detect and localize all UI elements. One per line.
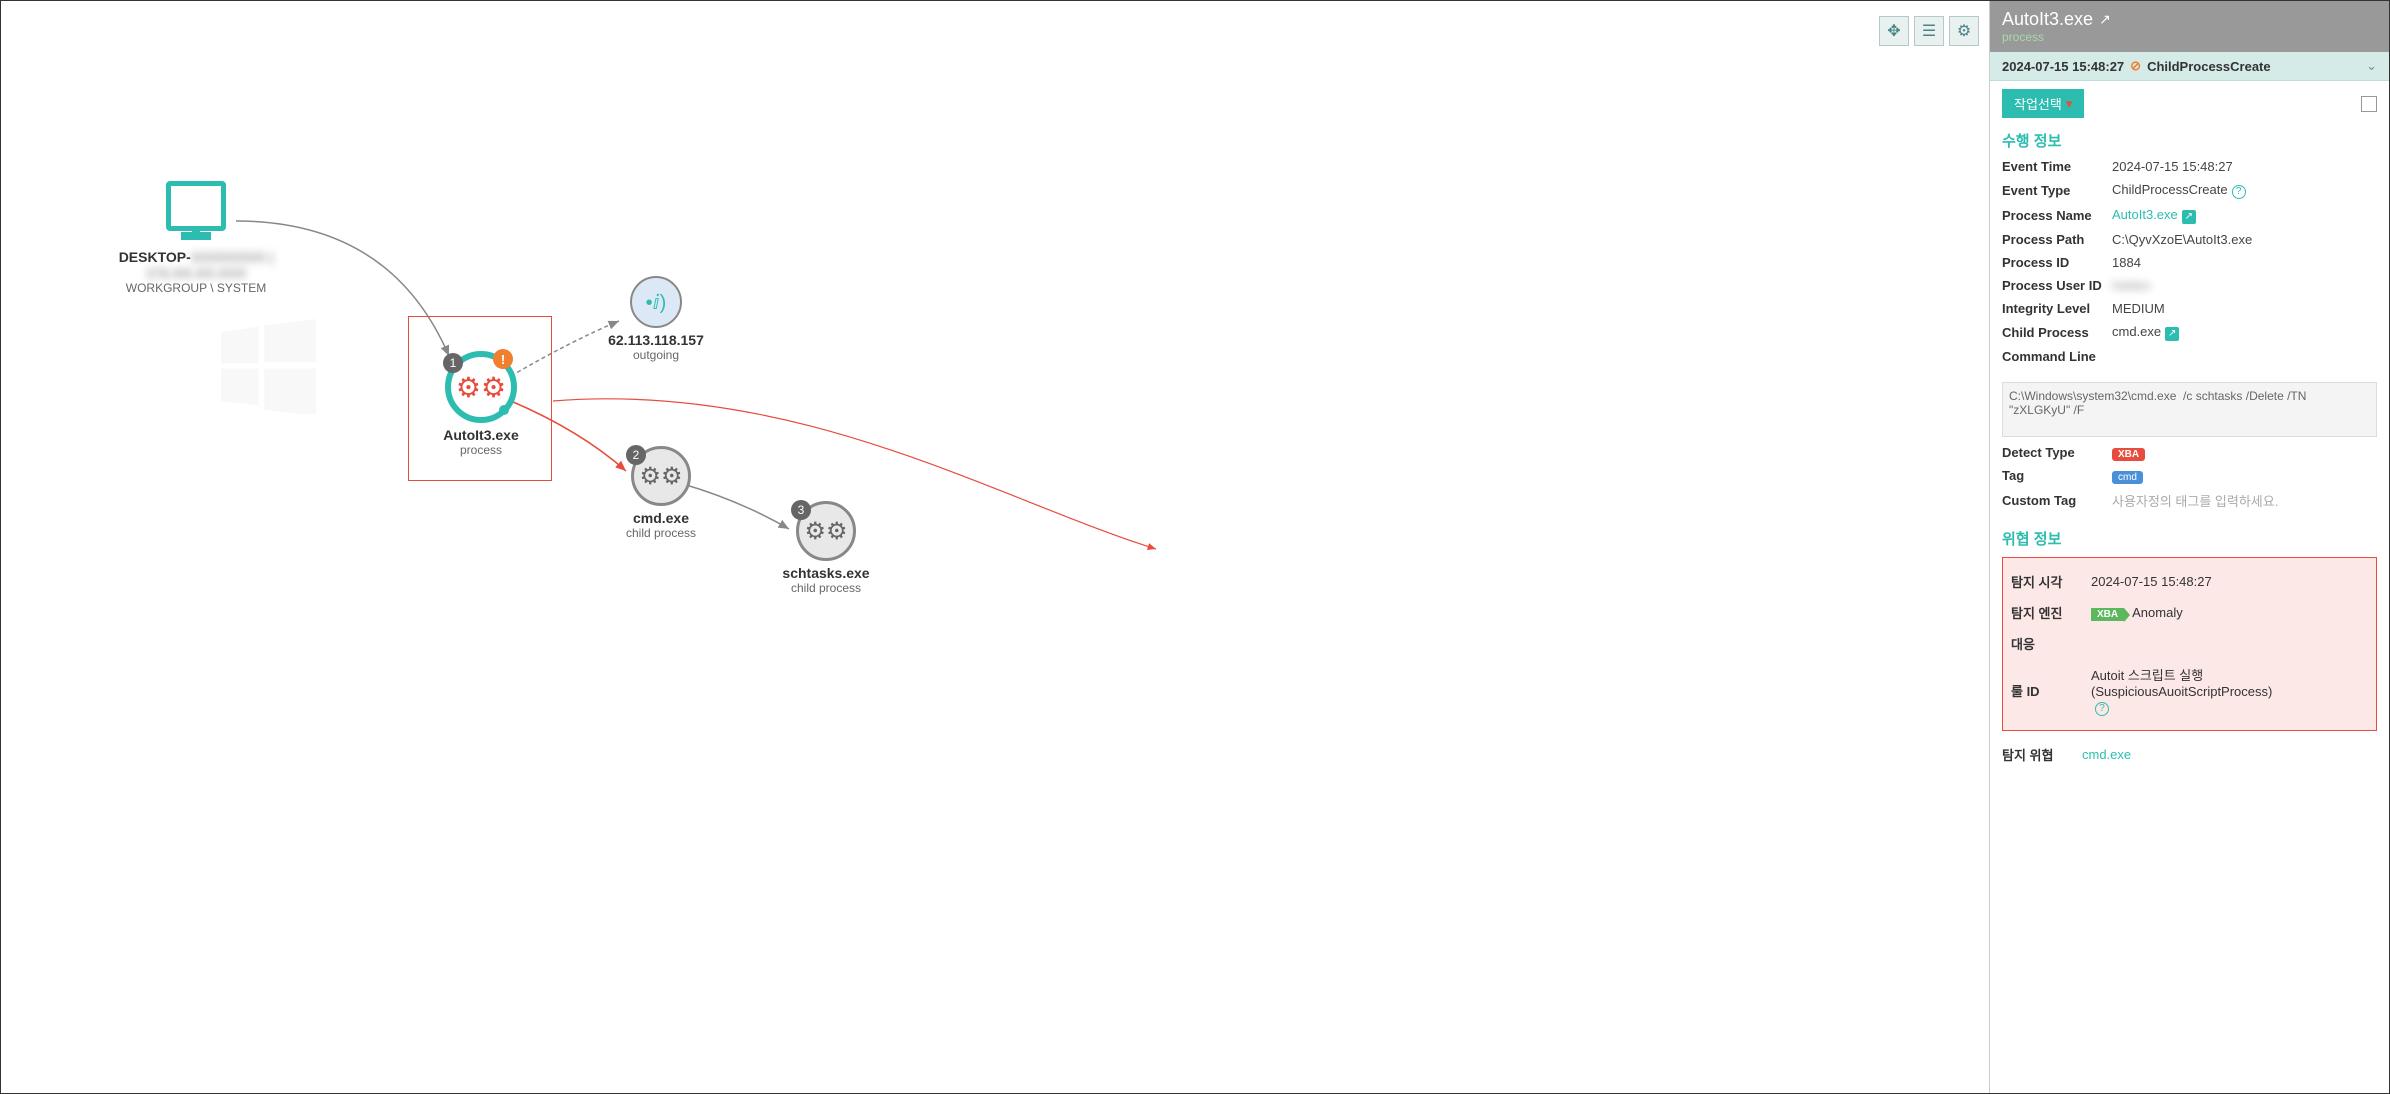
node-network[interactable]: •ⅈ) 62.113.118.157 outgoing: [596, 276, 716, 362]
sidebar-title: AutoIt3.exe: [2002, 9, 2093, 30]
event-timestamp: 2024-07-15 15:48:27: [2002, 59, 2124, 74]
desktop-subtitle: WORKGROUP \ SYSTEM: [71, 281, 321, 295]
external-link-icon[interactable]: ↗: [2099, 11, 2111, 28]
step-badge-3: 3: [791, 500, 811, 520]
details-sidebar: AutoIt3.exe ↗ process 2024-07-15 15:48:2…: [1989, 1, 2389, 1093]
step-badge-2: 2: [626, 445, 646, 465]
alert-icon: ⊘: [2130, 58, 2141, 74]
sidebar-subtitle: process: [2002, 30, 2377, 44]
graph-edges: [1, 1, 1989, 1093]
autoit-subtitle: process: [441, 443, 521, 457]
help-icon[interactable]: ?: [2095, 702, 2109, 716]
desktop-label-prefix: DESKTOP-: [119, 249, 191, 265]
graph-toolbar: ✥ ☰ ⚙: [1879, 16, 1979, 46]
node-autoit[interactable]: ⚙⚙ 1 ! AutoIt3.exe process: [441, 351, 521, 457]
calendar-icon[interactable]: [2361, 96, 2377, 112]
child-process-icon: ⚙⚙ 2: [631, 446, 691, 506]
help-icon[interactable]: ?: [2232, 185, 2246, 199]
step-badge-1: 1: [443, 353, 463, 373]
cmd-subtitle: child process: [616, 526, 706, 540]
process-name-link[interactable]: AutoIt3.exe: [2112, 207, 2178, 222]
desktop-icon: [166, 181, 226, 231]
exec-info-table-2: Detect TypeXBA Tagcmd Custom Tag사용자정의 태그…: [1990, 441, 2389, 524]
external-link-icon[interactable]: ↗: [2182, 210, 2196, 224]
xba-badge: XBA: [2112, 448, 2145, 461]
threat-info-box: 탐지 시각2024-07-15 15:48:27 탐지 엔진XBAAnomaly…: [2002, 557, 2377, 731]
status-dot-icon: [499, 405, 509, 415]
node-schtasks[interactable]: ⚙⚙ 3 schtasks.exe child process: [776, 501, 876, 595]
external-link-icon[interactable]: ↗: [2165, 327, 2179, 341]
autoit-label: AutoIt3.exe: [441, 427, 521, 443]
settings-tool-button[interactable]: ⚙: [1949, 16, 1979, 46]
node-cmd[interactable]: ⚙⚙ 2 cmd.exe child process: [616, 446, 706, 540]
exec-info-title: 수행 정보: [1990, 126, 2389, 155]
schtasks-label: schtasks.exe: [776, 565, 876, 581]
list-tool-button[interactable]: ☰: [1914, 16, 1944, 46]
process-graph[interactable]: ✥ ☰ ⚙: [1, 1, 1989, 1093]
action-select-button[interactable]: 작업선택 ▾: [2002, 89, 2084, 118]
warning-icon: !: [493, 349, 513, 369]
sidebar-header: AutoIt3.exe ↗ process: [1990, 1, 2389, 52]
node-desktop[interactable]: DESKTOP-XXXXXXXX | 172.XX.XX.XXX WORKGRO…: [71, 181, 321, 295]
child-process-icon: ⚙⚙ 3: [796, 501, 856, 561]
schtasks-subtitle: child process: [776, 581, 876, 595]
exec-info-table: Event Time2024-07-15 15:48:27 Event Type…: [1990, 155, 2389, 378]
network-label: 62.113.118.157: [596, 332, 716, 348]
cmd-badge: cmd: [2112, 471, 2143, 484]
move-tool-button[interactable]: ✥: [1879, 16, 1909, 46]
custom-tag-input[interactable]: 사용자정의 태그를 입력하세요.: [2112, 491, 2377, 510]
xba-engine-badge: XBA: [2091, 608, 2124, 621]
windows-logo-icon: [221, 319, 316, 417]
chevron-down-icon[interactable]: ⌄: [2366, 58, 2377, 74]
threat-info-title: 위협 정보: [1990, 524, 2389, 553]
cmd-label: cmd.exe: [616, 510, 706, 526]
detect-threat-link[interactable]: cmd.exe: [2082, 747, 2377, 762]
process-icon: ⚙⚙ 1 !: [445, 351, 517, 423]
command-line-box[interactable]: [2002, 382, 2377, 437]
network-subtitle: outgoing: [596, 348, 716, 362]
event-name: ChildProcessCreate: [2147, 59, 2271, 74]
network-icon: •ⅈ): [630, 276, 682, 328]
event-bar[interactable]: 2024-07-15 15:48:27 ⊘ ChildProcessCreate…: [1990, 52, 2389, 81]
